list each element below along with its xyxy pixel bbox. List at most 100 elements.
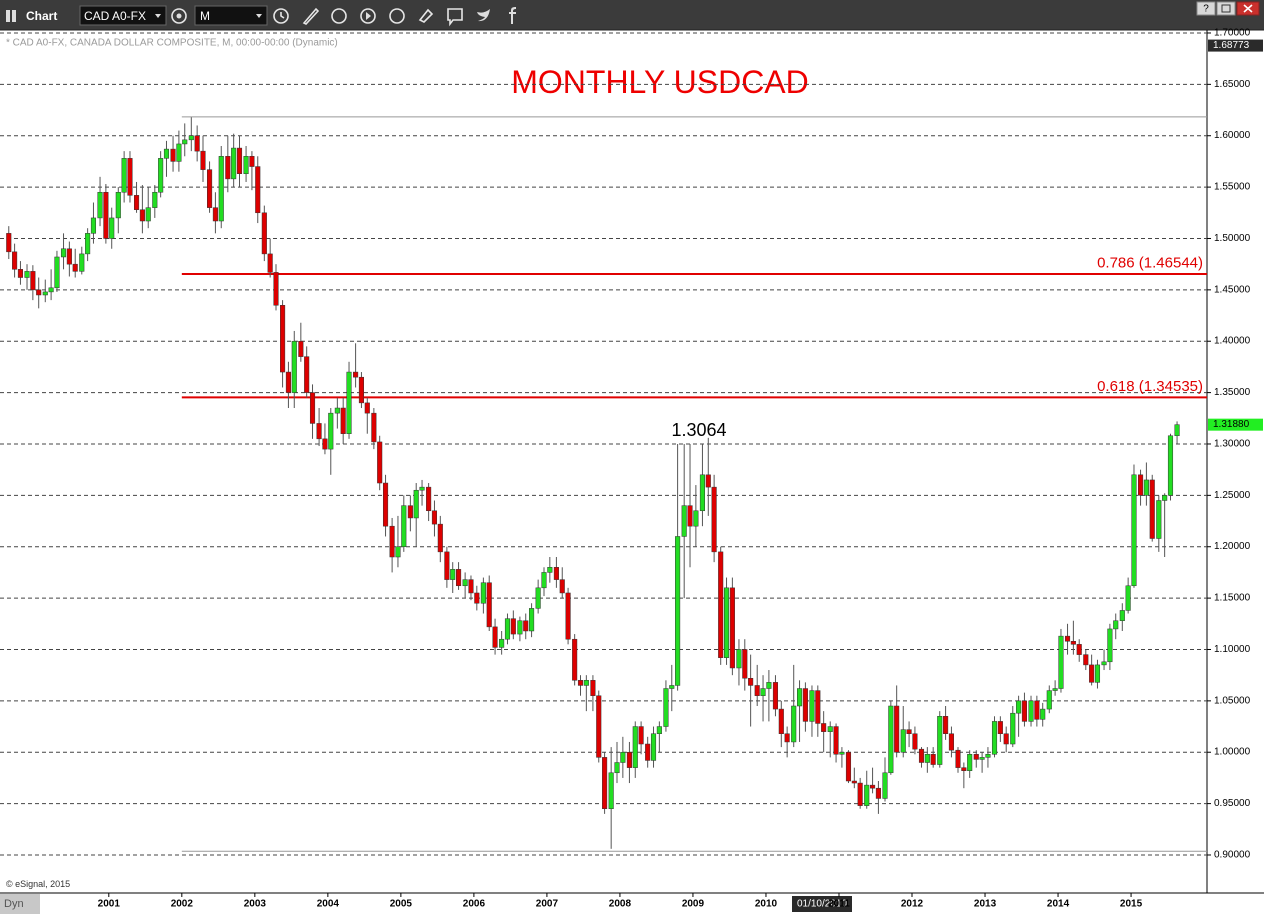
y-tick-label: 1.55000 [1214,182,1251,193]
candle-body [371,412,377,443]
help-button-label[interactable]: ? [1203,4,1209,15]
candle-body [979,757,985,760]
candle-body [474,592,480,604]
close-icon[interactable] [1243,4,1253,13]
candle-body [523,620,529,632]
restore-button[interactable] [1216,1,1236,16]
symbol[interactable]: CAD A0-FX [84,9,146,23]
candle-body [596,695,602,758]
interval[interactable]: M [200,9,210,23]
candle-body [6,233,12,253]
settings-icon[interactable] [171,8,187,24]
candle-body [1070,641,1076,645]
candle-body [66,248,72,265]
candle-body [413,489,419,519]
candle-body [572,638,578,681]
candle-body [504,618,511,640]
candle-body [1034,700,1040,720]
candle-body [225,156,231,180]
candle-body [602,757,608,809]
symbol-box[interactable] [79,5,167,26]
candle-body [1174,424,1180,437]
candle-body [632,726,638,768]
dropdown-arrow[interactable] [256,14,262,18]
play-icon[interactable] [360,8,376,24]
candle-body [444,551,450,580]
candle-body [875,787,881,799]
comment-icon[interactable] [447,8,463,27]
settings-icon[interactable] [176,13,182,19]
candle-body [1125,585,1131,611]
candle-body [426,486,432,512]
interval-box[interactable] [194,5,268,26]
y-tick-label: 1.60000 [1214,130,1251,141]
candle-body [577,680,584,686]
chart-icon [6,10,10,22]
candle-body [608,772,614,809]
candle-body [547,567,553,573]
candle-body [170,148,176,162]
time-icon[interactable] [273,8,289,24]
toolbar [0,0,1264,30]
candle-body [158,158,164,193]
candle-body [1119,610,1125,621]
x-tick-label: 2006 [463,899,486,910]
candle-body [133,195,140,210]
draw-icon[interactable] [302,7,320,25]
candle-body [991,721,998,755]
dropdown-arrow[interactable] [155,14,161,18]
candle-body [1156,500,1162,539]
candle-body [200,150,206,170]
candle-body [1138,474,1144,496]
candle-body [377,441,383,484]
candle-body [1003,733,1009,745]
candle-body [912,733,918,750]
x-tick-label: 2001 [98,899,121,910]
candle-body [437,523,443,553]
candle-body [778,708,784,734]
candle-body [1064,635,1071,642]
play-icon[interactable] [366,12,371,20]
candle-body [145,207,151,222]
mode-box[interactable] [0,894,40,914]
candle-body [559,579,565,594]
candle-body [1143,479,1149,496]
candle-body [760,688,766,696]
y-tick-label: 1.00000 [1214,747,1251,758]
x-tick-label: 2015 [1120,899,1143,910]
y-tick-label: 1.20000 [1214,541,1251,552]
candle-body [364,402,370,414]
axes: 1.70000 1.65000 1.60000 1.55000 1.50000 1.450… [98,27,1263,910]
refresh-icon[interactable] [331,8,347,24]
level-label: 0.786 (1.46544) [1097,254,1203,271]
alert-icon[interactable] [389,8,405,24]
candle-body [316,423,322,440]
candle-body [1107,628,1113,663]
candle-body [583,680,589,686]
candle-body [499,638,505,648]
help-button[interactable] [1196,1,1216,16]
candle-body [194,135,200,152]
time-icon[interactable] [280,12,285,19]
candle-body [638,726,644,745]
candle-body [79,253,85,272]
mode-label[interactable]: Dyn [4,898,24,910]
candle-body [188,135,194,141]
y-tick-label: 1.15000 [1214,593,1251,604]
candle-body [693,510,699,527]
candles [6,117,1180,849]
candle-body [456,569,462,587]
candle-body [182,139,188,145]
restore-icon[interactable] [1221,4,1231,13]
link-icon[interactable] [418,8,434,23]
cursor-date-box [792,896,852,912]
twitter-icon[interactable] [477,9,490,22]
candle-body [334,407,340,414]
candle-body [358,376,364,404]
candle-body [280,305,286,373]
facebook-icon[interactable] [509,7,516,24]
candle-body [1040,708,1046,720]
candle-body [821,723,827,732]
levels: 0.786 (1.46544) 0.618 (1.34535) [181,116,1207,852]
